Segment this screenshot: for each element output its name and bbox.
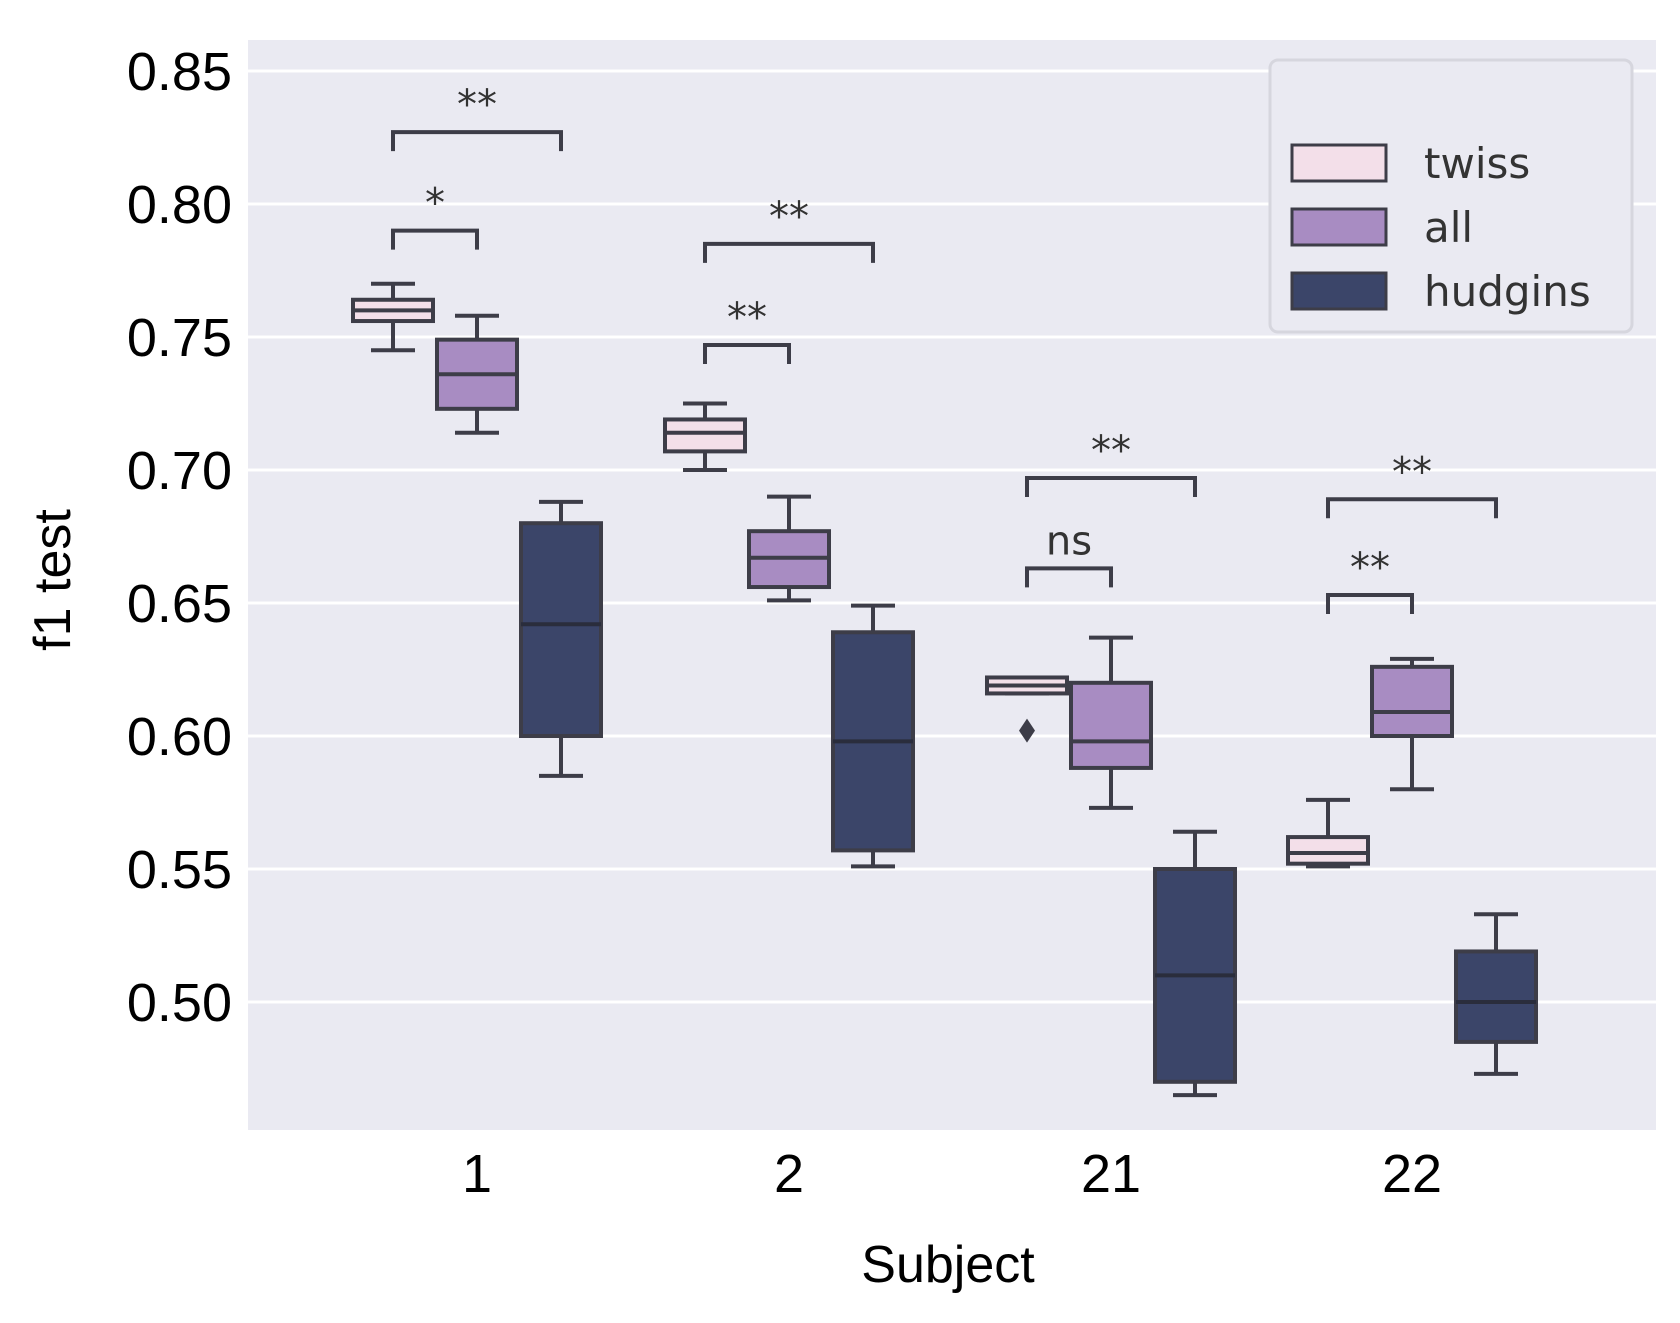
significance-label: **	[457, 82, 497, 128]
bracket-line	[1025, 475, 1197, 497]
boxes	[351, 281, 1538, 1098]
legend-swatch-hudgins	[1290, 271, 1388, 311]
significance-bracket: **	[1326, 545, 1414, 615]
box-all-1	[435, 313, 519, 435]
box-hudgins-21	[1153, 829, 1237, 1098]
box-hudgins-2	[831, 603, 915, 869]
y-tick-label: 0.80	[127, 175, 232, 235]
box-iqr	[1286, 835, 1370, 866]
box-all-2	[747, 494, 831, 603]
significance-label: **	[1091, 428, 1131, 474]
significance-bracket: *	[391, 181, 479, 250]
box-hudgins-22	[1454, 912, 1538, 1076]
bracket-line	[1326, 497, 1498, 519]
x-tick-label: 21	[1081, 1144, 1141, 1204]
x-tick-label: 2	[774, 1144, 804, 1204]
box-twiss-22	[1286, 797, 1370, 869]
y-tick-label: 0.75	[127, 308, 232, 368]
significance-bracket: **	[391, 82, 563, 152]
significance-label: *	[425, 181, 445, 227]
y-tick-label: 0.50	[127, 973, 232, 1033]
box-all-22	[1370, 656, 1454, 792]
legend-swatch-all	[1290, 207, 1388, 247]
significance-label: **	[1350, 545, 1390, 591]
significance-label: **	[1392, 449, 1432, 495]
box-twiss-2	[663, 401, 747, 472]
y-tick-label: 0.85	[127, 42, 232, 102]
bracket-line	[1326, 593, 1414, 615]
significance-annotations: *** ******ns****	[391, 82, 1498, 615]
box-twiss-21	[985, 675, 1069, 743]
box-hudgins-1	[519, 499, 603, 778]
significance-label: ns	[1046, 518, 1092, 564]
significance-bracket: **	[703, 295, 791, 364]
box-iqr	[1370, 664, 1454, 739]
box-iqr	[1069, 680, 1153, 770]
significance-bracket: **	[1025, 428, 1197, 497]
legend: twiss all hudgins	[1268, 58, 1634, 334]
y-tick-label: 0.55	[127, 840, 232, 900]
significance-label: **	[769, 194, 809, 240]
y-axis-title: f1 test	[24, 509, 82, 651]
legend-label-twiss: twiss	[1424, 139, 1530, 188]
box-iqr	[663, 417, 747, 454]
x-tick-label: 1	[462, 1144, 492, 1204]
significance-bracket: **	[703, 194, 875, 263]
box-all-21	[1069, 635, 1153, 810]
legend-label-all: all	[1424, 203, 1473, 252]
significance-bracket: ns	[1025, 518, 1113, 588]
y-tick-label: 0.70	[127, 441, 232, 501]
x-axis-title: Subject	[861, 1236, 1035, 1294]
legend-frame	[1268, 58, 1634, 334]
box-iqr	[1454, 949, 1538, 1044]
y-tick-label: 0.60	[127, 707, 232, 767]
bracket-line	[703, 342, 791, 364]
legend-label-hudgins: hudgins	[1424, 267, 1591, 316]
bracket-line	[703, 241, 875, 263]
bracket-line	[1025, 566, 1113, 588]
bracket-line	[391, 130, 563, 152]
y-tick-label: 0.65	[127, 574, 232, 634]
y-tick-labels: 0.50 0.55 0.60 0.65 0.70 0.75 0.80 0.85	[127, 42, 232, 1033]
significance-bracket: **	[1326, 449, 1498, 519]
bracket-line	[391, 228, 479, 250]
significance-label: **	[727, 295, 767, 341]
box-iqr	[519, 521, 603, 739]
outlier-point	[1019, 718, 1035, 743]
legend-swatch-twiss	[1290, 143, 1388, 183]
x-tick-labels: 1 2 21 22	[462, 1144, 1442, 1204]
box-twiss-1	[351, 281, 435, 353]
x-tick-label: 22	[1382, 1144, 1442, 1204]
